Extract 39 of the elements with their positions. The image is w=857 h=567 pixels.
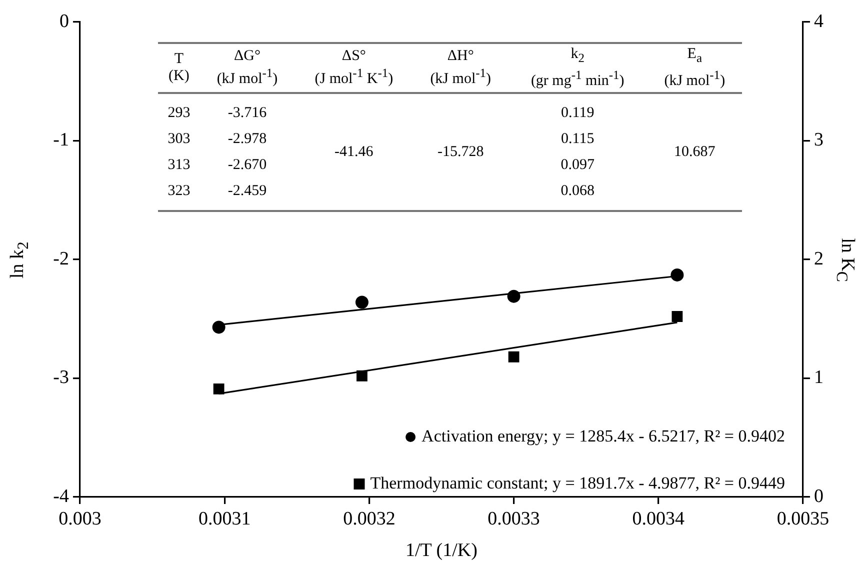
- legend-label: Activation energy; y = 1285.4x - 6.5217, R² = 0.9402: [422, 426, 786, 446]
- y-tick-label: -4: [53, 486, 70, 507]
- point: [672, 311, 683, 322]
- annotation: -3.716 -2.978 -2.670 -2.459: [226, 104, 268, 201]
- x-axis-title: 1/T (1/K): [404, 540, 478, 562]
- annotation: 10.687: [673, 143, 716, 162]
- annotation: -15.728: [436, 143, 485, 162]
- y2-tick-label: 1: [814, 367, 824, 388]
- legend-label: Thermodynamic constant; y = 1891.7x - 4.9877, R² = 0.9449: [370, 473, 785, 492]
- y-tick-label: -2: [53, 248, 69, 270]
- annotation: k$_{2}$ (gr mg$^{-1}$ min$^{-1}$): [530, 45, 626, 91]
- x-tick-label: 0.0034: [632, 508, 686, 530]
- x-tick-label: 0.0035: [776, 508, 830, 530]
- point: [355, 296, 368, 309]
- x-tick-label: 0.0032: [343, 508, 396, 530]
- point: [212, 320, 226, 334]
- point: [356, 370, 368, 382]
- point: [507, 290, 520, 303]
- annotation: 293 303 313 323: [166, 104, 192, 201]
- point: [670, 268, 684, 282]
- annotation: ΔS° (J mol$^{-1}$ K$^{-1}$): [314, 47, 394, 89]
- annotation: -41.46: [334, 143, 374, 162]
- x-tick-label: 0.003: [58, 508, 102, 530]
- y-tick-label: -1: [53, 130, 69, 151]
- annotation: T (K): [168, 50, 190, 86]
- y2-tick-label: 0: [814, 486, 824, 507]
- y2-tick-label: 2: [814, 248, 824, 270]
- y-tick-label: -3: [53, 367, 69, 388]
- y-tick-label: 0: [60, 10, 69, 32]
- y2-tick-label: 4: [814, 10, 824, 32]
- y2-tick-label: 3: [814, 130, 824, 151]
- x-tick-label: 0.0033: [488, 508, 540, 530]
- annotation: ΔG° (kJ mol$^{-1}$): [216, 47, 279, 89]
- annotation: E$_{a}$ (kJ mol$^{-1}$): [663, 45, 726, 91]
- point: [508, 351, 520, 362]
- x-tick-label: 0.0031: [198, 508, 251, 530]
- annotation: 0.119 0.115 0.097 0.068: [560, 104, 596, 201]
- annotation: ΔH° (kJ mol$^{-1}$): [429, 47, 492, 89]
- point: [213, 383, 224, 394]
